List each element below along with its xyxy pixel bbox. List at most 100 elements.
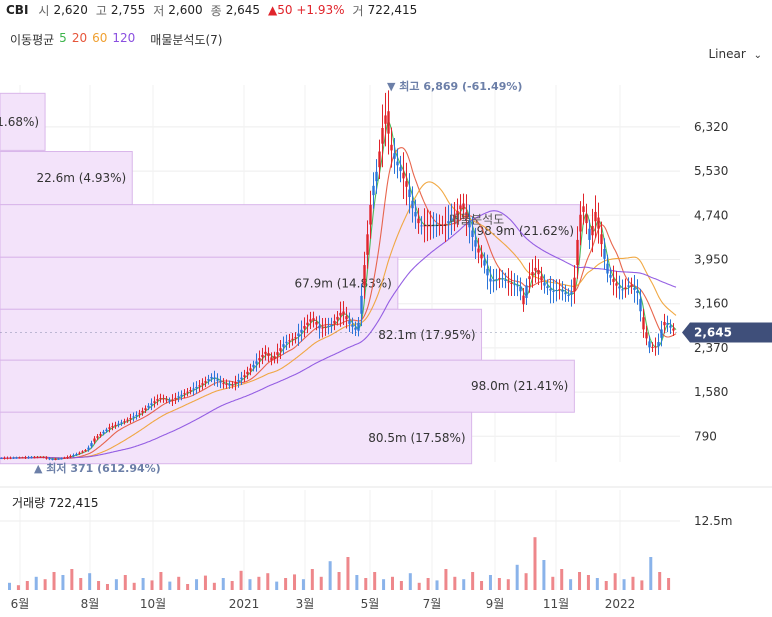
candle-body [462, 203, 465, 210]
candle-body [609, 274, 612, 278]
candle-body [168, 400, 171, 402]
volume-bar [293, 574, 297, 590]
candle-body [102, 431, 105, 434]
candle-body [402, 172, 405, 179]
candle-body [570, 292, 573, 294]
candle-body [318, 325, 321, 329]
candle-body [555, 289, 558, 291]
candle-body [186, 391, 189, 393]
volume-bar [533, 537, 537, 590]
candle-body [528, 276, 531, 280]
candle-body [108, 427, 111, 429]
poc-label: 매물분석도 [449, 212, 504, 226]
moving-average-line [0, 181, 677, 459]
x-tick-label: 5월 [361, 597, 380, 611]
current-price-tag [682, 322, 772, 343]
ma-20: 20 [71, 31, 88, 45]
candle-body [657, 342, 660, 347]
candle-body [210, 376, 213, 379]
volume-bar [488, 575, 492, 590]
ma-5: 5 [59, 31, 67, 45]
y-tick-label: 3,950 [694, 252, 728, 266]
volume-bar [159, 572, 163, 590]
volume-bar [444, 569, 448, 590]
volume-bar [105, 584, 109, 590]
min-price-label: ▲ 최저 371 (612.94%) [34, 461, 161, 475]
candle-body [465, 212, 468, 219]
volume-profile-bar [0, 256, 399, 310]
volume-bar [622, 579, 626, 590]
candle-body [507, 281, 510, 283]
candle-body [9, 457, 12, 459]
candle-body [219, 381, 222, 383]
candle-body [276, 352, 279, 355]
volume-bar [408, 573, 412, 590]
candlesticks [0, 90, 675, 461]
volume-profile-label: 67.9m (14.83%) [295, 276, 392, 290]
candle-body [90, 443, 93, 447]
volume-bar [257, 576, 261, 590]
candle-body [519, 286, 522, 292]
candle-body [525, 285, 528, 298]
candle-body [141, 410, 144, 413]
candle-body [480, 254, 483, 259]
candle-body [15, 457, 18, 459]
candle-body [333, 320, 336, 324]
volume-bar [578, 572, 582, 590]
candle-body [522, 295, 525, 305]
candle-body [198, 385, 201, 387]
close-label: 종 [210, 3, 222, 18]
moving-average-legend[interactable]: 이동평균 5 20 60 120 매물분석도(7) [10, 31, 222, 48]
volume-value: 722,415 [367, 3, 418, 17]
candle-body [399, 167, 402, 171]
volume-bar [399, 581, 403, 590]
y-tick-label: 4,740 [694, 208, 728, 222]
ma-120: 120 [112, 31, 136, 45]
low-value: 2,600 [168, 3, 203, 17]
y-tick-label: 790 [694, 429, 717, 443]
candle-body [441, 224, 444, 226]
candle-body [192, 388, 195, 390]
volume-bar [524, 573, 528, 590]
candle-body [78, 452, 81, 454]
volume-bar [560, 569, 564, 590]
candle-body [468, 220, 471, 228]
y-tick-label: 6,320 [694, 120, 728, 134]
candle-body [162, 398, 165, 400]
candle-body [114, 424, 117, 426]
candle-body [12, 457, 15, 459]
candle-body [120, 422, 123, 424]
candle-body [126, 419, 129, 421]
volume-bar [462, 579, 466, 590]
candle-body [213, 377, 216, 379]
candle-body [279, 348, 282, 351]
candle-body [342, 311, 345, 315]
volume-bar [43, 579, 47, 590]
ticker-symbol: CBI [6, 3, 29, 17]
scale-dropdown[interactable]: Linear ⌄ [708, 47, 762, 61]
volume-profile-bar [0, 411, 473, 465]
candle-body [27, 457, 30, 459]
candle-body [516, 285, 519, 287]
volume-bar [542, 560, 546, 590]
volume-bar [177, 576, 181, 590]
volume-bar [426, 578, 430, 590]
y-tick-label: 1,580 [694, 385, 728, 399]
x-tick-label: 10월 [140, 597, 166, 611]
volume-profile-toggle[interactable]: 매물분석도(7) [150, 33, 223, 47]
volume-bar [667, 578, 671, 590]
x-tick-label: 7월 [423, 597, 442, 611]
candle-body [489, 278, 492, 282]
candle-body [348, 320, 351, 324]
volume-profile-bar [0, 151, 133, 206]
close-value: 2,645 [225, 3, 261, 17]
candle-body [21, 457, 24, 459]
y-tick-label: 5,530 [694, 164, 728, 178]
y-tick-label: 3,160 [694, 297, 728, 311]
volume-bar [373, 572, 377, 590]
candle-body [645, 332, 648, 339]
candle-body [228, 384, 231, 386]
candle-body [111, 426, 114, 428]
candle-body [654, 346, 657, 348]
